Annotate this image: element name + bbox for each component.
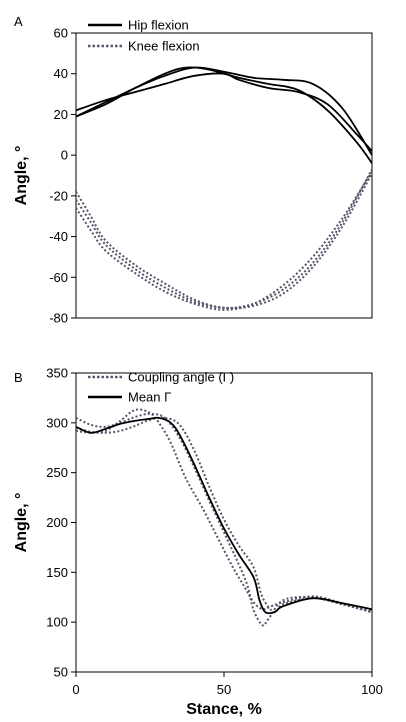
y-tick-label: 300	[46, 415, 68, 430]
y-axis-label: Angle, °	[13, 146, 30, 206]
solid-series-line	[76, 416, 372, 615]
solid-series-line	[76, 66, 372, 156]
panel-a: A -80 -60 -40 -20 0 20 40 60 Angle, ° Hip flexion K…	[13, 14, 373, 326]
y-axis-label: Angle, °	[13, 493, 30, 553]
dotted-series-line	[76, 416, 372, 614]
y-tick-label: 250	[46, 465, 68, 480]
series-group	[76, 66, 372, 311]
y-tick-label: 100	[46, 615, 68, 630]
legend-label: Coupling angle (Γ)	[128, 370, 234, 385]
y-tick-label: 0	[61, 148, 68, 163]
legend-label: Hip flexion	[128, 18, 189, 33]
dotted-series-line	[76, 170, 372, 311]
panel-letter: A	[14, 14, 23, 29]
solid-series-line	[76, 72, 372, 152]
y-tick-label: 60	[54, 26, 68, 41]
y-tick-label: 150	[46, 565, 68, 580]
x-axis-label: Stance, %	[186, 701, 262, 718]
y-tick-label: 200	[46, 515, 68, 530]
x-tick-label: 100	[361, 682, 383, 697]
dotted-series-line	[76, 412, 372, 627]
y-tick-label: 350	[46, 366, 68, 381]
series-group	[76, 408, 372, 627]
y-tick-label: 50	[54, 665, 68, 680]
y-tick-label: -20	[49, 188, 68, 203]
legend-label: Knee flexion	[128, 39, 200, 54]
plot-frame	[75, 32, 373, 319]
solid-series-line	[76, 66, 372, 164]
dotted-series-line	[76, 408, 372, 612]
x-tick-label: 0	[72, 682, 79, 697]
panel-b: B 50 100 150 200 250 300 350 0 50 100 Angle, ° Stanc…	[13, 366, 383, 719]
y-tick-label: -40	[49, 229, 68, 244]
dotted-series-line	[76, 168, 372, 309]
y-tick-label: -80	[49, 311, 68, 326]
panel-letter: B	[14, 370, 23, 385]
dotted-series-line	[76, 173, 372, 310]
plot-frame	[75, 372, 373, 673]
x-tick-label: 50	[217, 682, 231, 697]
legend-label: Mean Γ	[128, 390, 171, 405]
y-tick-label: -60	[49, 270, 68, 285]
y-tick-label: 40	[54, 66, 68, 81]
y-tick-label: 20	[54, 107, 68, 122]
